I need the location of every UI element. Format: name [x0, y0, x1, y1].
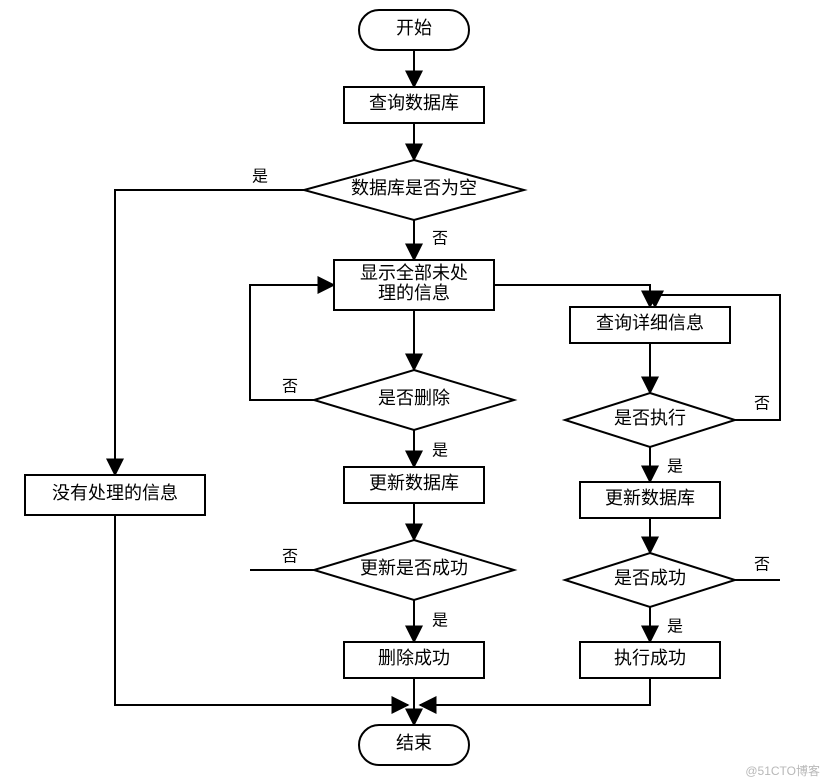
edge-label-yes: 是 [667, 459, 683, 476]
svg-text:删除成功: 删除成功 [378, 648, 450, 668]
edge-label-no: 否 [754, 396, 770, 413]
svg-text:数据库是否为空: 数据库是否为空 [351, 178, 477, 198]
edge-label-no: 否 [432, 231, 448, 248]
svg-text:结束: 结束 [396, 733, 432, 753]
edge-label-yes: 是 [252, 169, 268, 186]
svg-text:理的信息: 理的信息 [378, 283, 450, 303]
svg-text:是否删除: 是否删除 [378, 388, 450, 408]
node-update-db-2: 更新数据库 [580, 482, 720, 518]
edge-showall-querydet [494, 285, 650, 307]
node-show-all: 显示全部未处 理的信息 [334, 260, 494, 310]
node-update-ok-2-decision: 是否成功 [565, 553, 735, 607]
edge-label-yes: 是 [667, 619, 683, 636]
node-exec-ok: 执行成功 [580, 642, 720, 678]
edge-label-yes: 是 [432, 443, 448, 460]
node-delete-decision: 是否删除 [314, 370, 514, 430]
edge-label-no: 否 [282, 379, 298, 396]
edge-label-yes: 是 [432, 613, 448, 630]
node-delete-ok: 删除成功 [344, 642, 484, 678]
node-query-detail: 查询详细信息 [570, 307, 730, 343]
node-db-empty-decision: 数据库是否为空 [304, 160, 524, 220]
svg-text:是否成功: 是否成功 [614, 568, 686, 588]
svg-text:开始: 开始 [396, 18, 432, 38]
node-exec-decision: 是否执行 [565, 393, 735, 447]
svg-text:查询数据库: 查询数据库 [369, 93, 459, 113]
edge-label-no: 否 [282, 549, 298, 566]
edge-dbempty-noinfo [115, 190, 304, 475]
svg-text:更新数据库: 更新数据库 [369, 473, 459, 493]
svg-text:没有处理的信息: 没有处理的信息 [52, 483, 178, 503]
flowchart-diagram: 否 是 是 否 是 否 是 否 是 否 开始 查询数据库 [0, 0, 828, 783]
svg-text:执行成功: 执行成功 [614, 648, 686, 668]
svg-text:更新是否成功: 更新是否成功 [360, 558, 468, 578]
svg-text:是否执行: 是否执行 [614, 408, 686, 428]
edge-label-no: 否 [754, 557, 770, 574]
node-no-info: 没有处理的信息 [25, 475, 205, 515]
svg-text:查询详细信息: 查询详细信息 [596, 313, 704, 333]
node-update-ok-1-decision: 更新是否成功 [314, 540, 514, 600]
node-start: 开始 [359, 10, 469, 50]
svg-text:更新数据库: 更新数据库 [605, 488, 695, 508]
node-query-db: 查询数据库 [344, 87, 484, 123]
svg-text:显示全部未处: 显示全部未处 [360, 263, 468, 283]
edge-execok-end [420, 678, 650, 705]
node-update-db-1: 更新数据库 [344, 467, 484, 503]
node-end: 结束 [359, 725, 469, 765]
watermark: @51CTO博客 [745, 763, 820, 778]
